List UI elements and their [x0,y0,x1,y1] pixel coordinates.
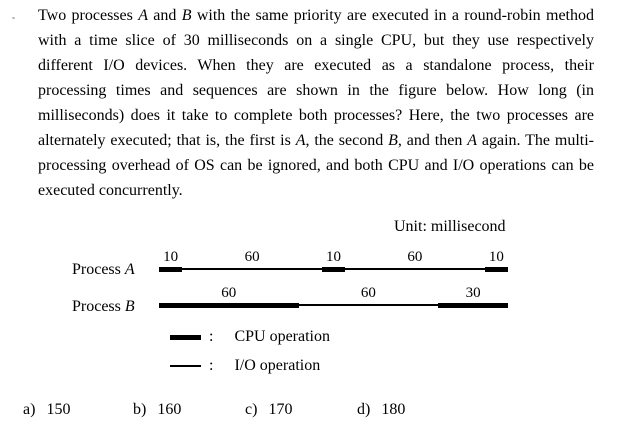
question-run-italic: A [138,7,148,24]
process-a-label: Process A [72,261,135,279]
option-c-value: 170 [268,401,293,418]
segment-bar-area [182,265,322,273]
process-a-label-prefix: Process [72,261,125,278]
answer-options: a) 150 b) 160 c) 170 d) 180 [0,401,621,425]
legend-colon: : [209,357,214,374]
segment-cpu: 30 [438,285,508,309]
segment-io: 60 [298,285,439,309]
question-run-italic: A [295,132,306,149]
io-line-swatch-icon [170,365,201,367]
question-run: again. The multi-processing overhead of … [38,132,594,199]
segment-bar-area [484,265,508,273]
legend-row-cpu: : CPU operation [170,327,330,347]
question-run: , the second [305,132,389,149]
option-d-letter: d) [357,401,371,418]
segment-duration-label: 10 [488,249,504,265]
process-a-label-letter: A [124,261,135,278]
question-run: , and then [397,132,468,149]
io-line [182,268,322,270]
segment-cpu: 60 [159,285,299,309]
segment-duration-label: 60 [244,249,260,265]
segment-bar-area [345,265,485,273]
option-d-value: 180 [381,401,406,418]
segment-duration-label: 60 [360,285,376,301]
io-line [345,268,485,270]
option-c-letter: c) [245,401,258,418]
option-b[interactable]: b) 160 [133,401,181,419]
segment-bar-area [159,301,299,309]
segment-duration-label: 10 [163,249,179,265]
timeline-process-a: 10 60 10 60 10 [159,249,508,273]
option-c[interactable]: c) 170 [245,401,292,419]
question-text: Two processes A and B with the same prio… [38,3,594,203]
segment-duration-label: 30 [465,285,481,301]
segment-duration-label: 60 [407,249,423,265]
cpu-bar [321,266,346,272]
option-b-value: 160 [157,401,182,418]
option-a-value: 150 [46,401,71,418]
unit-label: Unit: millisecond [394,218,506,235]
segment-bar-area [159,265,183,273]
segment-io: 60 [182,249,322,273]
question-run: with the same priority are executed in a… [38,7,594,149]
segment-duration-label: 10 [325,249,341,265]
segment-cpu: 10 [159,249,183,273]
legend: : CPU operation : I/O operation [170,327,330,385]
stray-mark [12,17,15,19]
option-b-letter: b) [133,401,147,418]
segment-io: 60 [345,249,485,273]
io-line [298,304,439,306]
question-run: Two processes [38,7,139,24]
segment-cpu: 10 [321,249,346,273]
cpu-bar [159,302,299,308]
option-a[interactable]: a) 150 [23,401,70,419]
question-run-italic: A [467,132,477,149]
option-a-letter: a) [23,401,36,418]
legend-label-io: I/O operation [234,357,321,374]
legend-label-cpu: CPU operation [234,328,330,345]
cpu-bar-swatch-icon [170,334,201,340]
segment-bar-area [321,265,346,273]
segment-cpu: 10 [484,249,508,273]
process-b-label-prefix: Process [72,298,125,315]
segment-bar-area [298,301,439,309]
segment-duration-label: 60 [221,285,237,301]
cpu-bar [159,266,183,272]
legend-row-io: : I/O operation [170,356,330,376]
option-d[interactable]: d) 180 [357,401,405,419]
question-run-italic: B [388,132,398,149]
process-b-label-letter: B [124,298,135,315]
cpu-bar [438,302,508,308]
cpu-bar [484,266,508,272]
timeline-process-b: 60 60 30 [159,285,508,309]
question-run: and [147,7,182,24]
process-b-label: Process B [72,298,135,316]
question-run-italic: B [181,7,192,24]
legend-colon: : [209,328,214,345]
segment-bar-area [438,301,508,309]
